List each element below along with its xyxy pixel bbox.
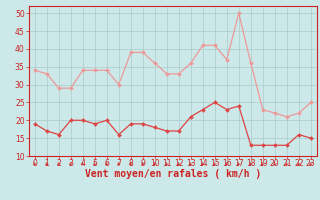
X-axis label: Vent moyen/en rafales ( km/h ): Vent moyen/en rafales ( km/h ) [85,169,261,179]
